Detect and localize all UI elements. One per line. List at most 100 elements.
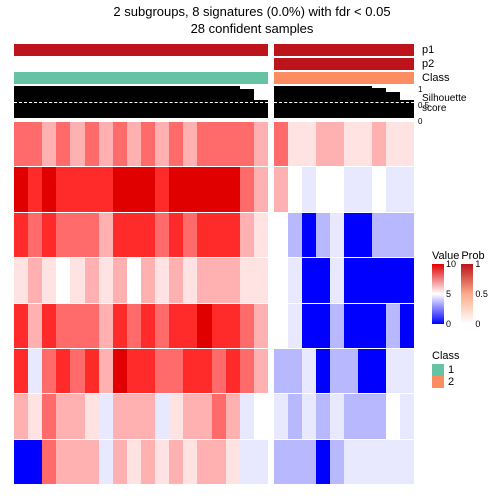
anno-cell: [212, 58, 226, 70]
heat-cell: [14, 440, 28, 484]
heat-cell: [386, 122, 400, 166]
heat-cell: [288, 394, 302, 438]
anno-cell: [316, 58, 330, 70]
anno-cell: [70, 58, 84, 70]
heat-cell: [14, 258, 28, 302]
heat-cell: [99, 440, 113, 484]
silhouette-dash: [274, 102, 414, 103]
anno-cell: [127, 58, 141, 70]
anno-cell: [155, 58, 169, 70]
anno-cell: [240, 58, 254, 70]
anno-cell: [344, 72, 358, 84]
heat-cell: [99, 213, 113, 257]
heat-cell: [274, 440, 288, 484]
heatmap: [274, 122, 414, 484]
heat-cell: [330, 349, 344, 393]
heat-cell: [316, 122, 330, 166]
heat-cell: [42, 394, 56, 438]
anno-cell: [372, 72, 386, 84]
anno-cell: [400, 58, 414, 70]
anno-cell: [70, 72, 84, 84]
heat-cell: [127, 304, 141, 348]
anno-cell: [254, 58, 268, 70]
heat-cell: [141, 304, 155, 348]
heat-cell: [372, 258, 386, 302]
heat-row: [14, 167, 268, 211]
heat-row: [274, 122, 414, 166]
label-p2: p2: [422, 58, 450, 72]
heat-row: [14, 349, 268, 393]
heat-cell: [183, 122, 197, 166]
heat-cell: [254, 258, 268, 302]
heat-cell: [28, 394, 42, 438]
heat-cell: [169, 440, 183, 484]
heat-cell: [226, 213, 240, 257]
anno-cell: [372, 44, 386, 56]
heat-cell: [99, 122, 113, 166]
anno-cell: [274, 58, 288, 70]
anno-cell: [14, 58, 28, 70]
anno-cell: [386, 58, 400, 70]
heat-cell: [226, 349, 240, 393]
anno-cell: [212, 44, 226, 56]
heat-cell: [254, 122, 268, 166]
heat-cell: [400, 213, 414, 257]
anno-cell: [386, 44, 400, 56]
heat-cell: [386, 213, 400, 257]
anno-cell: [226, 58, 240, 70]
heat-cell: [141, 213, 155, 257]
heat-cell: [42, 167, 56, 211]
heat-cell: [197, 394, 211, 438]
heat-cell: [212, 349, 226, 393]
heat-cell: [99, 167, 113, 211]
heat-cell: [240, 258, 254, 302]
heat-cell: [28, 440, 42, 484]
heat-cell: [386, 304, 400, 348]
heat-cell: [372, 122, 386, 166]
heat-cell: [400, 440, 414, 484]
anno-cell: [85, 44, 99, 56]
heat-cell: [358, 122, 372, 166]
anno-cell: [99, 44, 113, 56]
heat-cell: [169, 394, 183, 438]
heat-cell: [302, 349, 316, 393]
anno-cell: [330, 58, 344, 70]
silhouette-row: [14, 86, 268, 118]
heat-cell: [127, 394, 141, 438]
heat-cell: [212, 167, 226, 211]
heat-cell: [197, 349, 211, 393]
heat-cell: [274, 304, 288, 348]
heat-cell: [183, 258, 197, 302]
heat-cell: [28, 349, 42, 393]
legend-class: Class 12: [432, 350, 460, 388]
heat-cell: [70, 304, 84, 348]
heat-row: [14, 122, 268, 166]
heat-cell: [197, 213, 211, 257]
heat-cell: [70, 258, 84, 302]
heat-cell: [141, 122, 155, 166]
heat-cell: [113, 213, 127, 257]
heat-cell: [386, 349, 400, 393]
heat-cell: [56, 394, 70, 438]
anno-cell: [240, 72, 254, 84]
prob-gradient: [461, 264, 473, 324]
silhouette-dash: [14, 102, 268, 103]
heat-cell: [288, 122, 302, 166]
heat-cell: [85, 167, 99, 211]
anno-cell: [372, 58, 386, 70]
anno-cell: [113, 44, 127, 56]
label-class: Class: [422, 72, 450, 86]
heat-cell: [99, 394, 113, 438]
heat-cell: [70, 440, 84, 484]
heat-cell: [254, 167, 268, 211]
heat-cell: [14, 349, 28, 393]
anno-cell: [330, 44, 344, 56]
heat-cell: [240, 167, 254, 211]
anno-cell: [344, 58, 358, 70]
heat-cell: [240, 349, 254, 393]
heat-cell: [155, 167, 169, 211]
heat-cell: [85, 258, 99, 302]
anno-cell: [400, 44, 414, 56]
heat-cell: [226, 122, 240, 166]
heat-cell: [212, 213, 226, 257]
